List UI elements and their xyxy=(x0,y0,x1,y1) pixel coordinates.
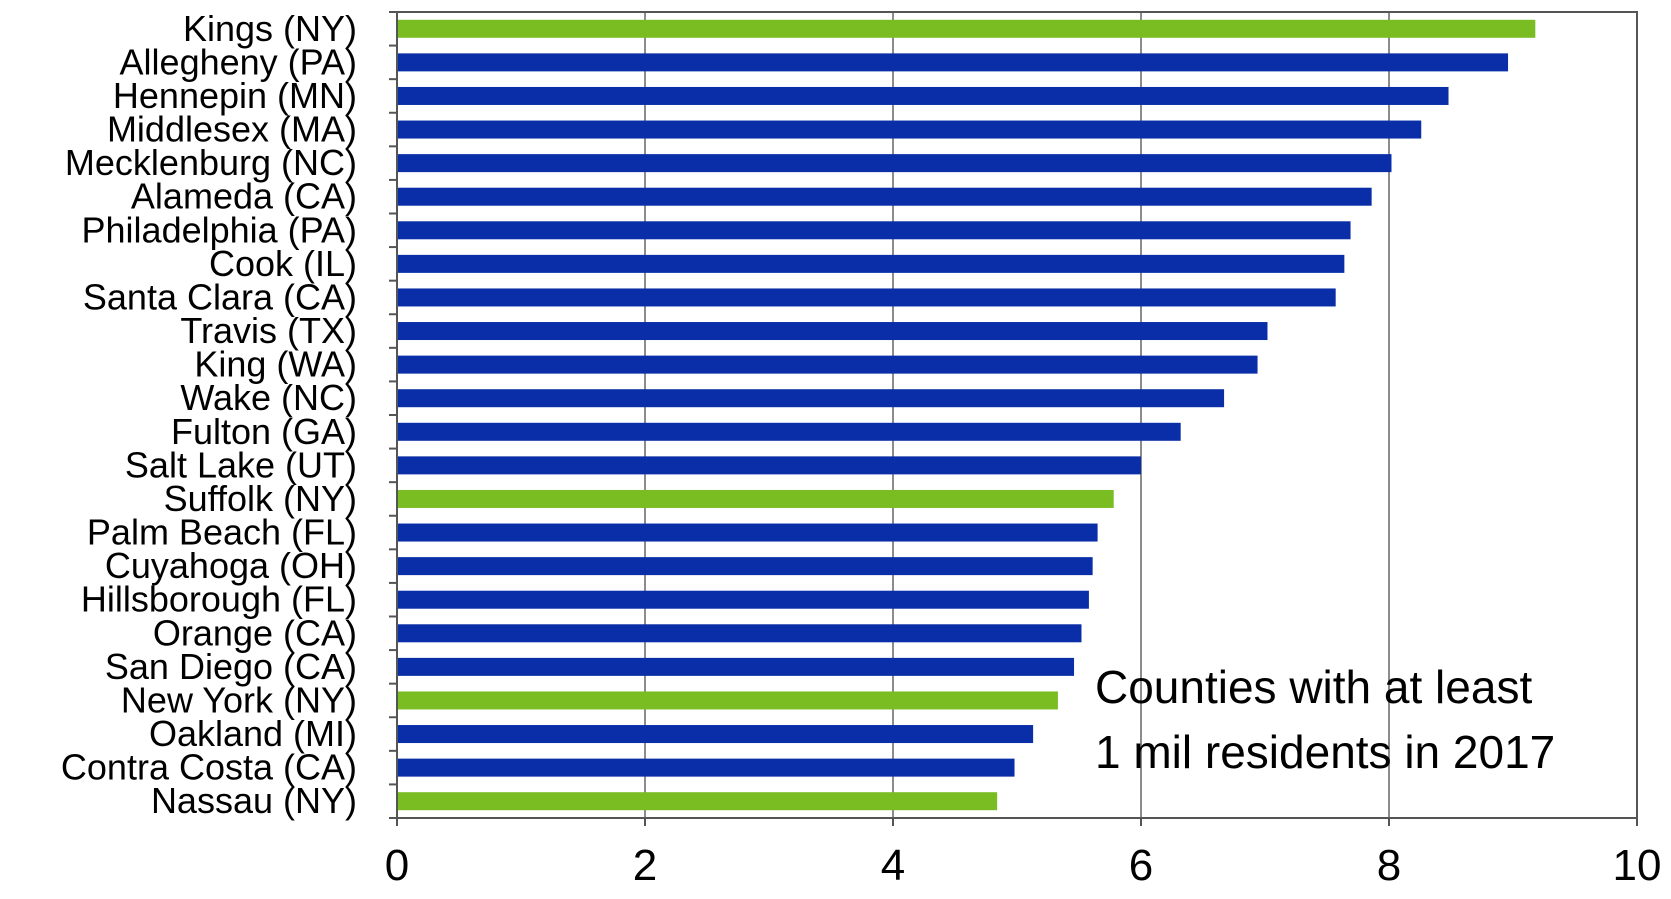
category-label: Allegheny (PA) xyxy=(120,41,357,82)
category-label: Santa Clara (CA) xyxy=(83,276,357,317)
bar xyxy=(397,725,1034,744)
category-label: Oakland (MI) xyxy=(149,713,357,754)
bar xyxy=(397,86,1449,105)
category-label: Orange (CA) xyxy=(153,612,357,653)
annotation-line-2: 1 mil residents in 2017 xyxy=(1095,726,1555,778)
bar xyxy=(397,557,1093,576)
bar xyxy=(397,422,1181,441)
category-label: Suffolk (NY) xyxy=(164,478,357,519)
category-label: New York (NY) xyxy=(121,679,357,720)
bar xyxy=(397,19,1536,38)
category-label: Contra Costa (CA) xyxy=(61,747,357,788)
x-tick-label: 2 xyxy=(633,841,657,890)
bar xyxy=(397,758,1015,777)
x-tick-label: 0 xyxy=(385,841,409,890)
category-label: King (WA) xyxy=(194,344,357,385)
bar xyxy=(397,322,1268,341)
x-tick-label: 6 xyxy=(1129,841,1153,890)
category-label: San Diego (CA) xyxy=(105,646,357,687)
category-label: Nassau (NY) xyxy=(151,780,357,821)
category-label: Philadelphia (PA) xyxy=(82,209,357,250)
category-label: Mecklenburg (NC) xyxy=(65,142,357,183)
bar xyxy=(397,489,1114,508)
bar xyxy=(397,657,1075,676)
category-label: Travis (TX) xyxy=(180,310,357,351)
bar xyxy=(397,53,1509,72)
category-label: Alameda (CA) xyxy=(131,176,357,217)
bar xyxy=(397,120,1422,139)
x-tick-label: 10 xyxy=(1613,841,1662,890)
bar xyxy=(397,691,1058,710)
x-tick-label: 4 xyxy=(881,841,905,890)
category-label: Cook (IL) xyxy=(209,243,357,284)
bar xyxy=(397,590,1089,609)
x-tick-label: 8 xyxy=(1377,841,1401,890)
x-tick-labels: 0 2 4 6 8 10 xyxy=(385,841,1662,890)
category-label: Palm Beach (FL) xyxy=(87,512,357,553)
bar xyxy=(397,523,1098,542)
bar xyxy=(397,154,1392,173)
gridlines xyxy=(644,12,1390,818)
category-label: Middlesex (MA) xyxy=(107,109,357,150)
bar xyxy=(397,288,1336,307)
bar xyxy=(397,187,1372,206)
category-labels: Kings (NY)Allegheny (PA)Hennepin (MN)Mid… xyxy=(61,8,357,821)
bar xyxy=(397,792,998,811)
annotation-line-1: Counties with at least xyxy=(1095,661,1532,713)
category-label: Hillsborough (FL) xyxy=(81,579,357,620)
category-label: Cuyahoga (OH) xyxy=(105,545,357,586)
bars xyxy=(397,19,1536,811)
bar xyxy=(397,254,1345,273)
category-label: Hennepin (MN) xyxy=(113,75,357,116)
category-label: Wake (NC) xyxy=(180,377,357,418)
bar xyxy=(397,389,1225,408)
bar xyxy=(397,456,1141,475)
bar xyxy=(397,221,1351,240)
category-label: Salt Lake (UT) xyxy=(125,444,357,485)
axes xyxy=(389,11,1638,826)
bar xyxy=(397,624,1082,643)
bar xyxy=(397,355,1258,374)
category-label: Kings (NY) xyxy=(183,8,357,49)
category-label: Fulton (GA) xyxy=(171,411,357,452)
